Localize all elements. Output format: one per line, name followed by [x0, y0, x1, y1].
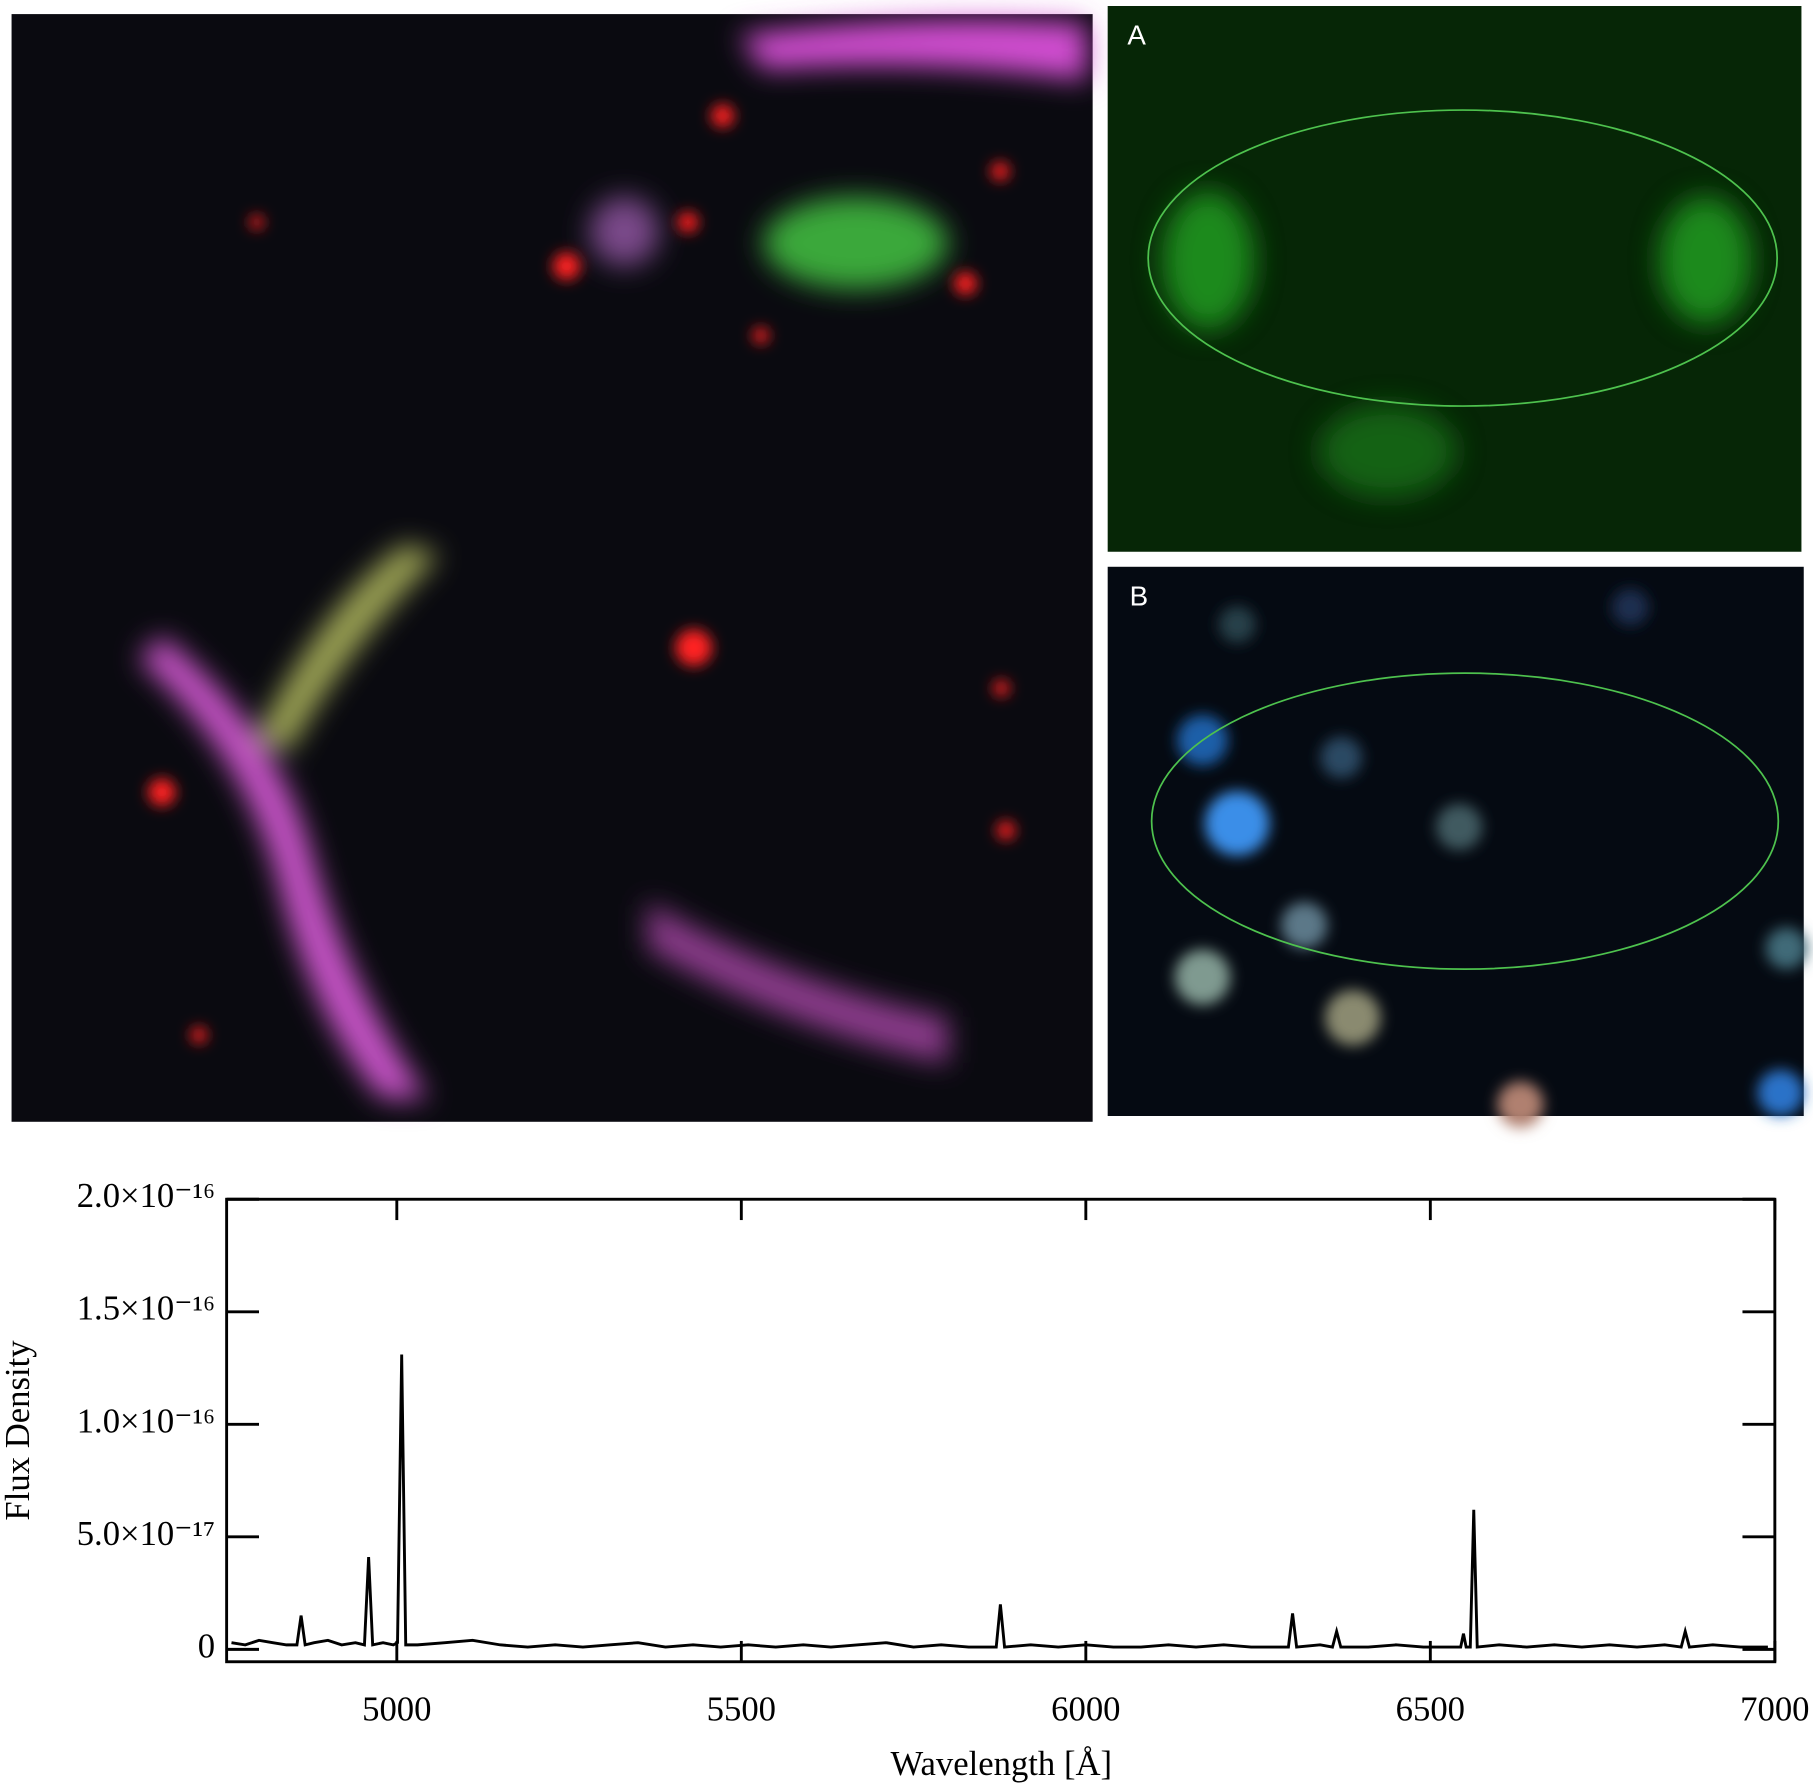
panel-label: B [1130, 580, 1149, 611]
y-axis-label: Flux Density [0, 1340, 37, 1521]
plot-frame [225, 1197, 1777, 1664]
y-tick-label: 1.5×10⁻¹⁶ [77, 1289, 215, 1328]
y-tick-label: 0 [198, 1626, 215, 1665]
panel-b: B [1107, 566, 1808, 1128]
x-tick-label: 6500 [1396, 1690, 1465, 1729]
panel-a: A [1107, 6, 1802, 552]
y-tick-label: 2.0×10⁻¹⁶ [77, 1176, 215, 1215]
rgb-image [11, 14, 1093, 1122]
x-tick-label: 7000 [1740, 1690, 1809, 1729]
spectrum-line [231, 1354, 1768, 1649]
x-tick-label: 6000 [1051, 1690, 1120, 1729]
x-tick-label: 5000 [362, 1690, 431, 1729]
x-axis-label: Wavelength [Å] [891, 1744, 1113, 1783]
y-tick-label: 5.0×10⁻¹⁷ [77, 1514, 215, 1553]
x-tick-label: 5500 [707, 1690, 776, 1729]
panel-label: A [1127, 20, 1146, 51]
y-tick-label: 1.0×10⁻¹⁶ [77, 1401, 215, 1440]
